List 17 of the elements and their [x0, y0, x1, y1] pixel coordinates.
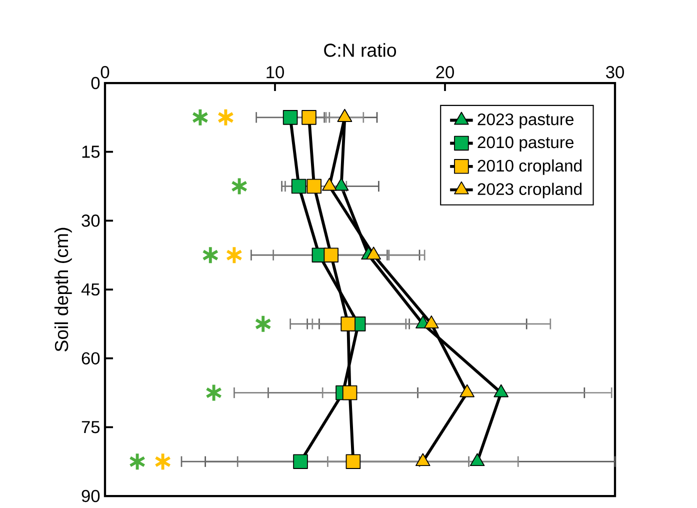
x-tick-label: 10 [266, 66, 284, 78]
legend-label: 2010 cropland [478, 159, 582, 175]
x-tick-label: 30 [606, 66, 624, 78]
y-tick-label: 15 [82, 146, 100, 158]
x-tick-label: 20 [436, 66, 454, 78]
y-tick-label: 75 [82, 421, 100, 434]
y-tick-label: 45 [81, 283, 100, 296]
y-tick-label: 30 [82, 214, 100, 227]
y-axis-title: Soil depth (cm) [54, 228, 72, 352]
y-tick-label: 90 [82, 490, 100, 502]
x-tick-label: 0 [100, 66, 110, 78]
legend-label: 2023 cropland [478, 182, 582, 198]
x-axis-title: C:N ratio [324, 43, 396, 57]
y-tick-label: 0 [91, 76, 100, 90]
legend-label: 2023 pasture [478, 113, 574, 129]
legend-label: 2010 pasture [478, 136, 574, 152]
y-tick-label: 60 [82, 352, 100, 364]
